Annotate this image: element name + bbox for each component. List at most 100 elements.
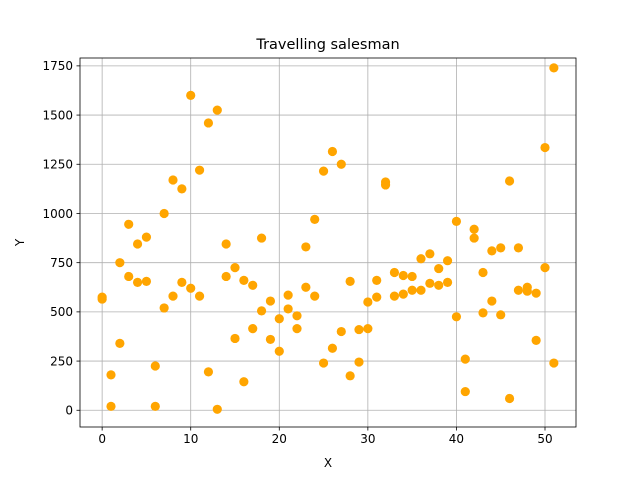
data-point xyxy=(345,276,355,286)
data-point xyxy=(301,242,311,252)
y-tick-label: 500 xyxy=(50,305,73,319)
data-point xyxy=(549,358,559,368)
data-point xyxy=(221,271,231,282)
plot-frame xyxy=(79,57,577,428)
data-point xyxy=(345,371,355,381)
data-point xyxy=(212,105,222,115)
data-point xyxy=(434,280,444,290)
y-axis-label: Y xyxy=(13,238,27,247)
data-point xyxy=(513,285,524,295)
data-point xyxy=(194,291,205,301)
data-point xyxy=(310,214,320,224)
data-points xyxy=(97,63,559,414)
data-point xyxy=(292,311,302,321)
y-tick-label: 0 xyxy=(65,404,73,418)
x-tick-label: 20 xyxy=(272,432,287,446)
data-point xyxy=(150,401,160,411)
data-point xyxy=(487,246,497,256)
data-point xyxy=(407,285,417,295)
data-point xyxy=(434,263,444,274)
data-point xyxy=(389,291,400,301)
data-point xyxy=(310,291,320,301)
data-point xyxy=(265,334,276,345)
x-tick-label: 30 xyxy=(360,432,375,446)
data-point xyxy=(318,166,329,176)
data-point xyxy=(531,335,541,346)
data-point xyxy=(336,159,346,169)
data-point xyxy=(451,312,462,322)
data-point xyxy=(442,256,453,266)
data-point xyxy=(141,232,152,242)
data-point xyxy=(203,367,214,377)
data-point xyxy=(221,239,231,249)
y-tick-label: 1000 xyxy=(42,207,73,221)
data-point xyxy=(460,386,470,397)
data-point xyxy=(177,184,187,194)
data-point xyxy=(416,254,426,264)
data-point xyxy=(496,310,506,320)
data-point xyxy=(168,175,178,185)
data-point xyxy=(186,283,196,293)
data-point xyxy=(363,297,373,307)
data-point xyxy=(132,239,143,249)
chart-title: Travelling salesman xyxy=(255,37,399,53)
data-point xyxy=(301,282,311,292)
data-point xyxy=(327,343,338,353)
data-point xyxy=(168,291,178,301)
data-point xyxy=(531,288,541,298)
data-point xyxy=(124,271,134,282)
data-point xyxy=(398,270,408,281)
data-point xyxy=(451,216,462,226)
data-point xyxy=(496,243,506,253)
data-point xyxy=(363,324,373,334)
data-point xyxy=(132,277,143,287)
data-point xyxy=(274,346,284,356)
data-point xyxy=(186,90,196,100)
data-point xyxy=(106,401,116,411)
data-point xyxy=(194,165,205,175)
data-point xyxy=(124,219,134,229)
data-point xyxy=(389,267,400,278)
data-point xyxy=(248,324,258,334)
data-point xyxy=(97,294,107,304)
data-point xyxy=(372,292,382,302)
data-point xyxy=(256,233,267,243)
data-point xyxy=(150,361,160,371)
x-axis-label: X xyxy=(324,456,332,470)
data-point xyxy=(177,277,187,287)
grid xyxy=(80,58,576,427)
data-point xyxy=(230,262,240,273)
data-point xyxy=(416,285,426,295)
data-point xyxy=(248,280,258,290)
data-point xyxy=(460,354,470,364)
data-point xyxy=(540,142,550,153)
data-point xyxy=(469,233,479,243)
data-point xyxy=(354,357,364,367)
data-point xyxy=(398,289,408,299)
data-point xyxy=(336,326,346,337)
data-point xyxy=(106,370,116,380)
data-point xyxy=(504,176,515,186)
y-tick-label: 250 xyxy=(50,354,73,368)
data-point xyxy=(141,276,152,286)
y-tick-label: 750 xyxy=(50,256,73,270)
data-point xyxy=(203,118,214,128)
data-point xyxy=(318,358,329,368)
data-point xyxy=(442,277,453,287)
data-point xyxy=(159,208,169,219)
y-tick-label: 1750 xyxy=(42,59,73,73)
x-tick-label: 50 xyxy=(537,432,552,446)
data-point xyxy=(469,224,479,234)
data-point xyxy=(115,258,125,268)
data-point xyxy=(239,377,249,387)
data-point xyxy=(504,393,515,404)
x-tick-label: 0 xyxy=(98,432,106,446)
data-point xyxy=(230,333,240,344)
data-point xyxy=(212,404,222,414)
x-tick-label: 40 xyxy=(449,432,464,446)
data-point xyxy=(354,324,364,335)
data-point xyxy=(327,146,338,157)
data-point xyxy=(478,267,488,278)
